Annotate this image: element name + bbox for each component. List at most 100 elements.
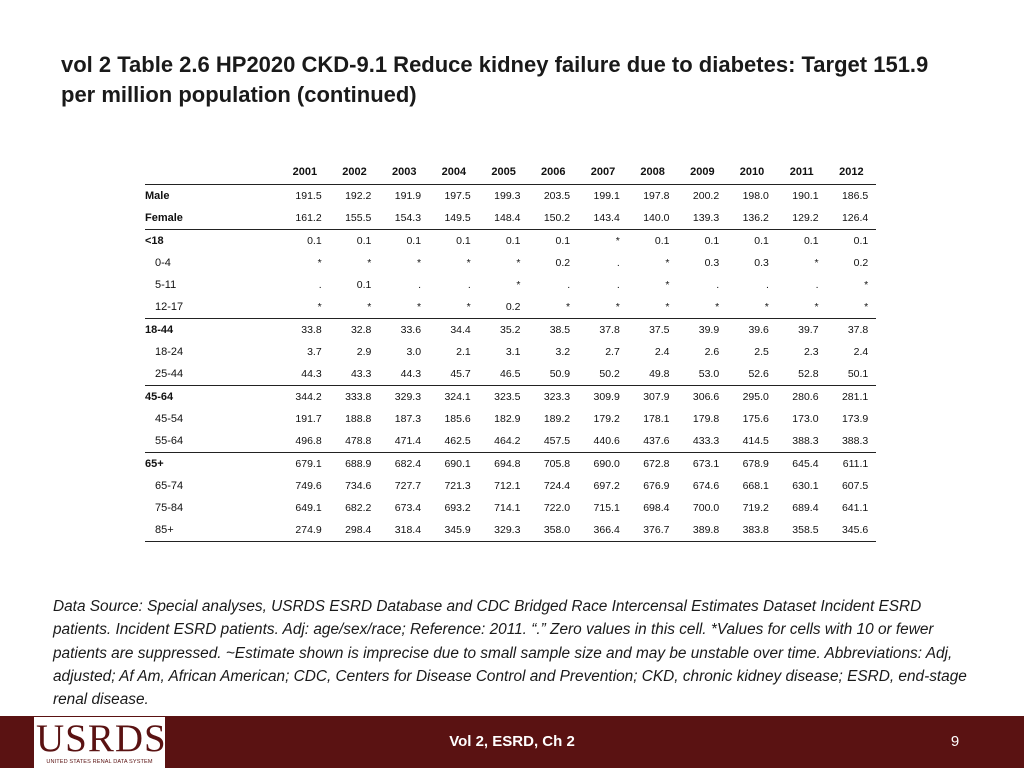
table-cell: 37.8 — [826, 318, 877, 341]
table-cell: 35.2 — [478, 318, 529, 341]
table-cell: . — [765, 279, 769, 291]
table-cell: 295.0 — [727, 385, 777, 408]
table-cell: 323.5 — [478, 385, 529, 408]
table-row: Female 161.2 155.5 154.3 149.5 148.4 150.2 143.… — [145, 207, 876, 230]
data-table: 2001 2002 2003 2004 2005 2006 2007 2008 … — [145, 160, 877, 542]
table-cell: 345.6 — [826, 519, 877, 542]
table-cell: 199.1 — [578, 184, 628, 207]
table-row: 18-44 33.8 32.8 33.6 34.4 35.2 38.5 37.8 37.5 39.… — [145, 318, 877, 341]
table-cell: 3.0 — [406, 346, 422, 358]
table-row: 5-11. 0.1.. *.. *... * — [145, 274, 876, 296]
table-cell: 179.2 — [593, 413, 620, 425]
table-cell: 0.1 — [727, 229, 777, 252]
slide-title: vol 2 Table 2.6 HP2020 CKD-9.1 Reduce ki… — [61, 52, 929, 107]
row-label: 45-54 — [155, 413, 184, 425]
table-cell: * — [317, 257, 322, 269]
row-label: 45-64 — [145, 385, 280, 408]
table-cell: * — [665, 279, 670, 291]
table-cell: 690.0 — [578, 452, 628, 475]
table-cell: 38.5 — [528, 318, 579, 341]
header-year: 2001 — [280, 160, 330, 185]
table-cell: 358.5 — [776, 519, 827, 542]
table-cell: 690.1 — [429, 452, 479, 475]
table-row: <18 0.1 0.1 0.1 0.1 0.1 0.1 * 0.1 0.1 0.1 0.1 0.1 — [145, 229, 877, 252]
table-cell: 0.1 — [627, 229, 678, 252]
table-cell: 715.1 — [593, 502, 620, 514]
table-cell: 186.5 — [826, 184, 877, 207]
table-cell: 682.2 — [345, 502, 372, 514]
table-cell: * — [416, 257, 422, 269]
table-cell: 440.6 — [593, 435, 620, 447]
table-cell: 333.8 — [329, 385, 380, 408]
header-year: 2002 — [329, 160, 380, 185]
table-cell: 53.0 — [698, 368, 720, 380]
table-cell: * — [814, 301, 819, 313]
table-row: 85+ 274.9 298.4 318.4 345.9 329.3 358.0 366.4 37… — [145, 519, 877, 542]
table-cell: 705.8 — [528, 452, 579, 475]
table-cell: 678.9 — [727, 452, 777, 475]
table-cell: 148.4 — [494, 212, 521, 224]
table-cell: * — [516, 279, 521, 291]
table-cell: 471.4 — [394, 435, 422, 447]
table-cell: 324.1 — [429, 385, 479, 408]
table-cell: 462.5 — [444, 435, 471, 447]
table-row: 65-74 749.6 734.6 727.7 721.3 712.1 724.4 697.2… — [145, 475, 876, 497]
table-cell: 668.1 — [742, 480, 769, 492]
table-cell: 641.1 — [841, 502, 869, 514]
table-cell: 329.3 — [379, 385, 430, 408]
table-cell: 673.4 — [394, 502, 422, 514]
table-cell: * — [516, 257, 521, 269]
footer-section-label: Vol 2, ESRD, Ch 2 — [449, 733, 575, 750]
table-cell: 2.5 — [754, 346, 769, 358]
table-cell: 39.9 — [677, 318, 728, 341]
table-cell: 712.1 — [494, 480, 521, 492]
table-cell: * — [416, 301, 422, 313]
row-label: 0-4 — [155, 257, 171, 269]
row-label: 25-44 — [155, 368, 184, 380]
table-cell: 3.1 — [505, 346, 521, 358]
row-label: 55-64 — [155, 435, 184, 447]
table-cell: 129.2 — [792, 212, 819, 224]
table-cell: 280.6 — [776, 385, 827, 408]
table-cell: 0.1 — [429, 229, 479, 252]
table-cell: 437.6 — [643, 435, 670, 447]
table-cell: 203.5 — [528, 184, 579, 207]
table-cell: 719.2 — [742, 502, 769, 514]
table-cell: 2.6 — [704, 346, 720, 358]
table-cell: 187.3 — [394, 413, 422, 425]
table-cell: 32.8 — [329, 318, 380, 341]
table-cell: 34.4 — [429, 318, 479, 341]
table-cell: * — [715, 301, 720, 313]
table-cell: 189.2 — [543, 413, 571, 425]
row-label: <18 — [145, 229, 280, 252]
table-row: 0-4 * * * * * 0.2. * 0.3 0.3 * 0.2 — [145, 252, 876, 274]
table-cell: 0.3 — [754, 257, 769, 269]
table-cell: 464.2 — [494, 435, 521, 447]
data-source-footnote: Data Source: Special analyses, USRDS ESR… — [53, 598, 967, 709]
table-cell: . — [616, 257, 620, 269]
table-cell: * — [578, 229, 628, 252]
table-cell: 0.1 — [826, 229, 877, 252]
table-cell: . — [567, 279, 571, 291]
table-cell: 672.8 — [627, 452, 678, 475]
table-cell: 140.0 — [643, 212, 670, 224]
table-cell: 37.8 — [578, 318, 628, 341]
row-label: 65+ — [145, 452, 280, 475]
table-cell: 185.6 — [444, 413, 471, 425]
table-cell: 0.1 — [379, 229, 430, 252]
table-cell: 722.0 — [543, 502, 571, 514]
table-cell: 197.5 — [429, 184, 479, 207]
table-cell: 383.8 — [727, 519, 777, 542]
table-cell: 175.6 — [742, 413, 769, 425]
table-cell: 697.2 — [593, 480, 620, 492]
row-label: 85+ — [145, 519, 280, 542]
table-cell: 33.6 — [379, 318, 430, 341]
table-cell: 0.3 — [704, 257, 720, 269]
table-cell: * — [665, 301, 670, 313]
header-year: 2012 — [826, 160, 877, 185]
table-cell: . — [418, 279, 422, 291]
table-cell: 154.3 — [394, 212, 422, 224]
table-cell: 0.1 — [677, 229, 728, 252]
table-cell: 318.4 — [379, 519, 430, 542]
table-cell: * — [317, 301, 322, 313]
